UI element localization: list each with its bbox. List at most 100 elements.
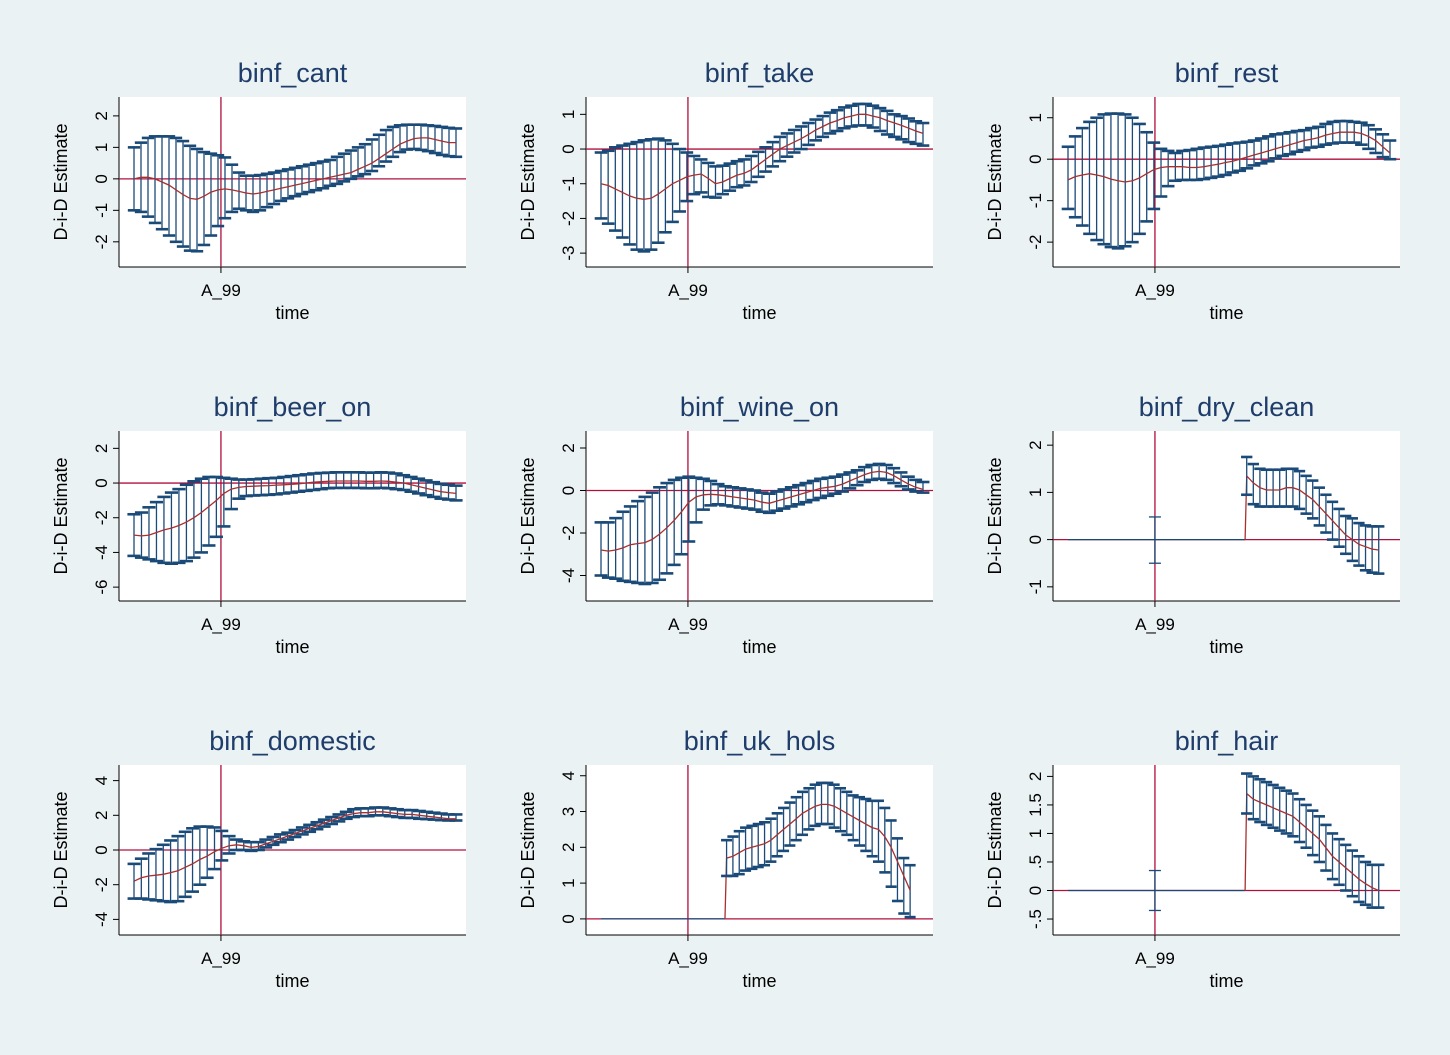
y-axis-title: D-i-D Estimate xyxy=(985,791,1005,908)
y-tick-label: 4 xyxy=(92,776,111,785)
y-tick-label: 0 xyxy=(92,845,111,854)
y-tick-label: -1 xyxy=(1026,193,1045,208)
estimate-line xyxy=(1246,475,1379,551)
y-axis-title: D-i-D Estimate xyxy=(985,123,1005,240)
y-tick-label: 2 xyxy=(1026,440,1045,449)
y-tick-label: 1 xyxy=(92,143,111,152)
x-tick-label: A_99 xyxy=(1135,949,1175,968)
plot-area xyxy=(586,431,933,601)
estimate-line xyxy=(1246,793,1379,892)
y-tick-label: -2 xyxy=(559,211,578,226)
y-tick-label: -4 xyxy=(92,912,111,927)
subplot-title: binf_hair xyxy=(1175,726,1279,756)
x-tick-label: A_99 xyxy=(201,615,241,634)
y-tick-label: -2 xyxy=(92,234,111,249)
estimate-line xyxy=(600,113,924,200)
y-tick-label: 2 xyxy=(559,843,578,852)
x-axis-title: time xyxy=(742,637,776,657)
y-tick-label: 1.5 xyxy=(1026,793,1045,817)
plot-area xyxy=(1053,765,1400,935)
y-tick-label: .5 xyxy=(1026,855,1045,869)
y-tick-label: -3 xyxy=(559,246,578,261)
y-tick-label: 1 xyxy=(559,110,578,119)
y-tick-label: 3 xyxy=(559,807,578,816)
y-axis-title: D-i-D Estimate xyxy=(51,791,71,908)
y-tick-label: -4 xyxy=(92,545,111,560)
y-tick-label: 2 xyxy=(92,811,111,820)
subplot-title: binf_cant xyxy=(238,58,348,88)
x-axis-title: time xyxy=(1209,303,1243,323)
y-tick-label: 0 xyxy=(1026,886,1045,895)
estimate-line xyxy=(600,470,924,552)
x-axis-title: time xyxy=(742,971,776,991)
y-tick-label: -2 xyxy=(92,510,111,525)
y-tick-label: -1 xyxy=(559,176,578,191)
plot-area xyxy=(586,97,933,267)
y-tick-label: 1 xyxy=(1026,488,1045,497)
subplot-title: binf_take xyxy=(705,58,815,88)
subplot-title: binf_dry_clean xyxy=(1139,392,1315,422)
y-tick-label: 1 xyxy=(1026,113,1045,122)
y-tick-label: 0 xyxy=(92,174,111,183)
estimate-line xyxy=(1067,131,1391,183)
y-axis-title: D-i-D Estimate xyxy=(51,457,71,574)
x-tick-label: A_99 xyxy=(668,615,708,634)
y-tick-label: -1 xyxy=(1026,579,1045,594)
y-tick-label: 1 xyxy=(559,878,578,887)
y-tick-label: -6 xyxy=(92,580,111,595)
x-tick-label: A_99 xyxy=(201,949,241,968)
x-tick-label: A_99 xyxy=(668,949,708,968)
y-tick-label: 0 xyxy=(559,914,578,923)
estimate-line xyxy=(726,803,911,891)
ci-bars xyxy=(594,462,930,586)
x-axis-title: time xyxy=(1209,637,1243,657)
y-tick-label: 2 xyxy=(92,111,111,120)
y-tick-label: 0 xyxy=(1026,154,1045,163)
x-tick-label: A_99 xyxy=(1135,615,1175,634)
y-tick-label: 0 xyxy=(1026,535,1045,544)
subplot-title: binf_domestic xyxy=(209,726,376,756)
plot-area xyxy=(586,765,933,935)
y-tick-label: 2 xyxy=(1026,772,1045,781)
y-tick-label: 1 xyxy=(1026,829,1045,838)
y-tick-label: -2 xyxy=(559,525,578,540)
y-tick-label: -4 xyxy=(559,568,578,583)
estimate-line xyxy=(133,480,457,537)
x-tick-label: A_99 xyxy=(1135,281,1175,300)
subplot-title: binf_beer_on xyxy=(214,392,372,422)
estimate-line xyxy=(133,137,456,200)
y-axis-title: D-i-D Estimate xyxy=(51,123,71,240)
x-axis-title: time xyxy=(275,971,309,991)
x-tick-label: A_99 xyxy=(668,281,708,300)
y-tick-label: 0 xyxy=(559,144,578,153)
y-tick-label: 4 xyxy=(559,771,578,780)
y-tick-label: 0 xyxy=(559,486,578,495)
y-tick-label: 2 xyxy=(92,444,111,453)
y-tick-label: 2 xyxy=(559,443,578,452)
x-axis-title: time xyxy=(275,637,309,657)
estimate-line xyxy=(133,811,456,882)
x-axis-title: time xyxy=(1209,971,1243,991)
y-axis-title: D-i-D Estimate xyxy=(518,791,538,908)
y-tick-label: -.5 xyxy=(1026,909,1045,929)
plot-area xyxy=(119,431,466,601)
subplot-title: binf_uk_hols xyxy=(684,726,836,756)
subplot-title: binf_wine_on xyxy=(680,392,839,422)
subplot-title: binf_rest xyxy=(1175,58,1279,88)
ci-bars xyxy=(594,102,930,253)
x-axis-title: time xyxy=(275,303,309,323)
y-tick-label: -2 xyxy=(92,877,111,892)
x-axis-title: time xyxy=(742,303,776,323)
y-tick-label: -1 xyxy=(92,203,111,218)
ci-bars xyxy=(127,806,463,904)
y-tick-label: -2 xyxy=(1026,235,1045,250)
